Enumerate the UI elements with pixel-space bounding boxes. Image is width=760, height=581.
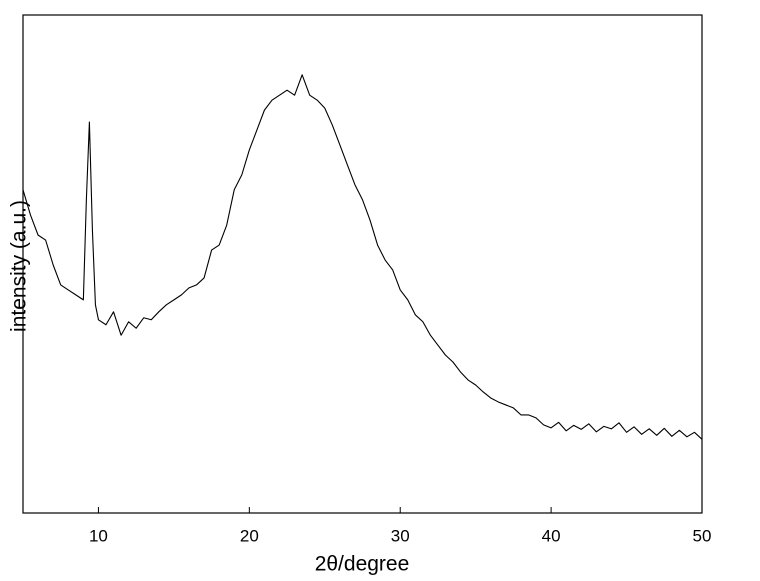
x-tick-label: 10 [89, 526, 108, 545]
x-tick-label: 40 [542, 526, 561, 545]
x-tick-label: 30 [391, 526, 410, 545]
x-tick-label: 20 [240, 526, 259, 545]
x-axis-label: 2θ/degree [315, 553, 410, 576]
plot-frame [22, 14, 703, 514]
data-line [22, 74, 703, 440]
x-tick-label: 50 [693, 526, 712, 545]
y-axis-label: intensity (a.u.) [8, 200, 31, 332]
